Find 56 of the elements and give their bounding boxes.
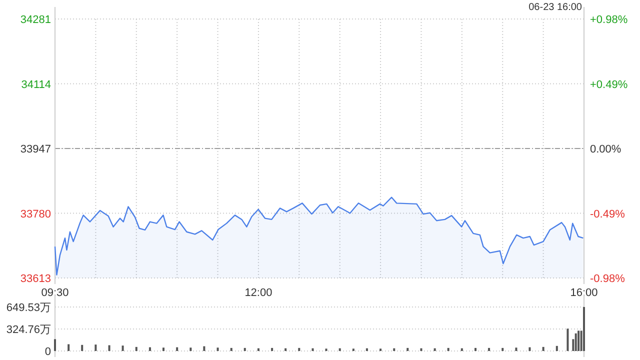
y-tick-label: 34281 [20,14,51,26]
bar [474,348,477,351]
bar [566,328,569,351]
bar [434,348,436,351]
bar [515,348,518,351]
text: 06-23 16:00 [528,2,582,13]
bar [578,330,580,351]
y2-tick-label: +0.49% [590,78,628,91]
bar [284,348,287,351]
bar [528,347,531,351]
bar [366,348,368,351]
bar [298,348,300,351]
bar [420,348,422,351]
bar [447,348,450,351]
y-tick-label: 0 [44,346,51,358]
bar [271,348,274,351]
bar [230,348,232,351]
y-tick-label: 33780 [20,208,51,220]
bar [257,348,260,351]
x-tick-label: 16:00 [570,287,598,299]
bar [406,348,409,351]
y2-tick-label: +0.98% [590,14,628,26]
y-tick-label: 34114 [21,78,51,91]
bar [122,346,124,351]
bar [190,348,192,351]
bar [176,347,178,351]
bar [502,348,504,351]
y2-tick-label: 0.00% [590,144,622,156]
bar [312,348,314,351]
bar [203,346,206,351]
bar [68,344,70,351]
y-tick-label: 324.76万 [6,324,51,336]
bar [393,348,396,351]
bar [108,345,110,351]
bar [216,348,219,351]
bar [81,344,84,351]
bar [488,348,490,351]
y2-tick-label: -0.98% [590,273,626,285]
bar [574,333,577,351]
bar [338,348,341,351]
bar [542,346,544,351]
bar [54,339,56,351]
y-tick-label: 33947 [20,144,51,156]
bar [556,346,558,351]
y2-tick-label: -0.49% [590,208,626,220]
bar [148,347,151,351]
x-tick-label: 12:00 [244,287,272,299]
bar [583,307,585,351]
y-tick-label: 649.53万 [6,302,51,314]
bar [94,344,97,351]
x-tick-label: 09:30 [41,287,69,299]
bar [244,348,246,351]
bar [460,348,463,351]
bar [135,346,138,351]
y-tick-label: 33613 [20,273,51,285]
bar [162,348,164,351]
